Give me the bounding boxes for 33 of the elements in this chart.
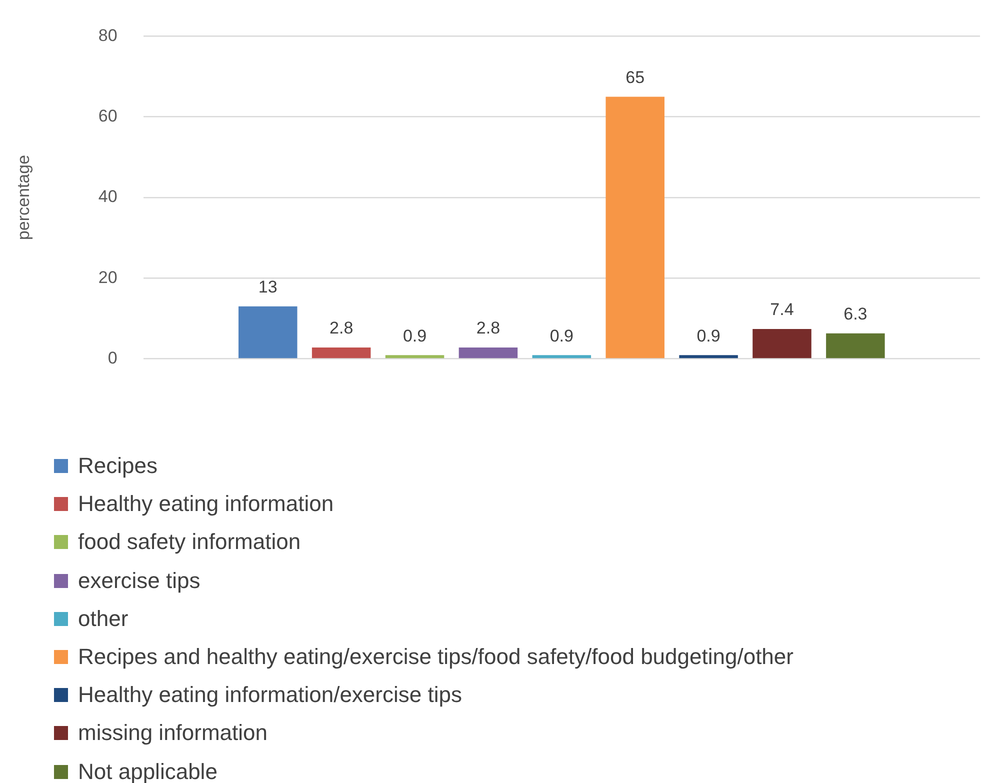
bar xyxy=(752,328,812,358)
legend-label: Healthy eating information xyxy=(78,491,334,518)
bar xyxy=(606,96,664,358)
data-label: 13 xyxy=(258,278,278,297)
legend-label: other xyxy=(78,606,128,632)
data-label: 0.9 xyxy=(402,326,427,346)
y-tick-label: 80 xyxy=(98,26,118,45)
legend-label: Not applicable xyxy=(78,758,218,783)
data-label: 2.8 xyxy=(476,318,500,338)
y-axis-title: percentage xyxy=(14,154,33,240)
bar xyxy=(312,348,371,358)
y-tick-label: 0 xyxy=(108,348,118,368)
bar xyxy=(385,355,444,358)
data-label: 6.3 xyxy=(844,304,868,324)
data-label: 7.4 xyxy=(770,300,794,320)
legend-label: Healthy eating information/exercise tips xyxy=(78,682,462,708)
legend-label: Recipes and healthy eating/exercise tips/food safety/food budgeting/other xyxy=(78,644,794,670)
data-label: 0.9 xyxy=(696,326,720,346)
legend-label: exercise tips xyxy=(78,568,200,594)
bar xyxy=(532,355,592,358)
bar xyxy=(238,306,298,358)
y-tick-label: 40 xyxy=(98,187,118,206)
y-tick-label: 20 xyxy=(98,268,118,287)
legend-label: missing information xyxy=(78,720,268,746)
bar xyxy=(458,348,518,358)
data-label: 65 xyxy=(626,68,645,87)
data-label: 0.9 xyxy=(550,326,574,346)
bar xyxy=(679,355,738,358)
y-tick-label: 60 xyxy=(98,106,118,126)
bar xyxy=(826,333,885,358)
legend-label: food safety information xyxy=(78,529,301,556)
data-label: 2.8 xyxy=(330,318,354,338)
legend-label: Recipes xyxy=(78,453,158,480)
